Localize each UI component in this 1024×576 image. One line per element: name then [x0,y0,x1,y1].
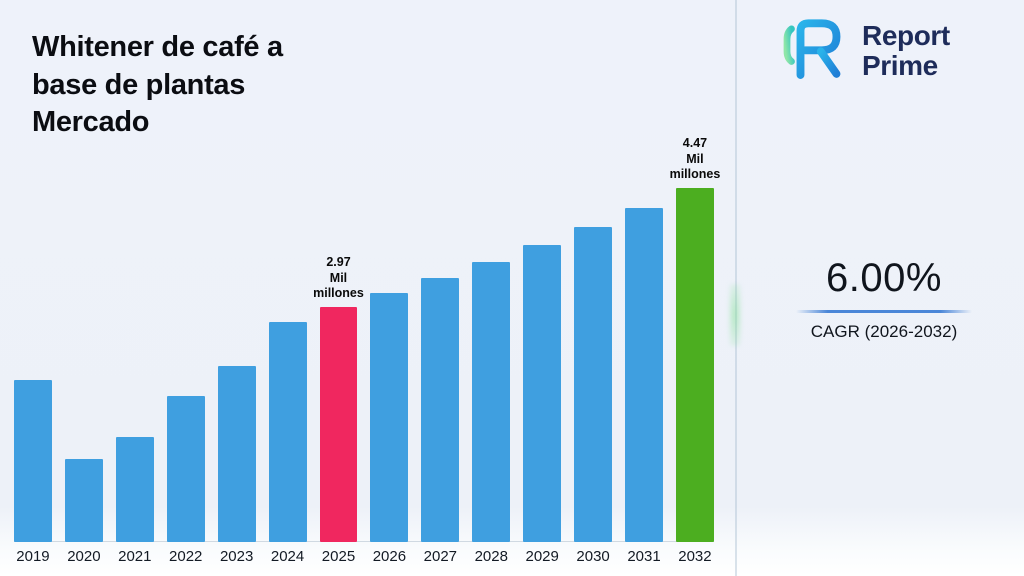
bar-2024 [268,322,307,542]
x-tick-2022: 2022 [169,548,203,565]
report-prime-logo-icon [778,12,850,89]
brand-line-2: Prime [862,49,938,81]
x-tick-2031: 2031 [627,548,661,565]
x-tick-2020: 2020 [67,548,101,565]
bar-2031 [625,208,663,542]
bar-group-2027: 2027 [421,278,460,566]
bar-group-2023: 2023 [217,366,256,566]
bar-group-2024: 2024 [268,322,307,566]
x-tick-2026: 2026 [372,548,407,565]
x-tick-2030: 2030 [576,548,610,565]
x-tick-2032: 2032 [678,548,712,565]
bar-group-2029: 2029 [523,245,562,566]
divider-glow [729,284,741,346]
bar-2030 [574,227,613,542]
bar-2023 [217,366,256,542]
bar-2027 [421,278,460,542]
x-tick-2025: 2025 [321,548,356,565]
bar-2026 [370,293,409,542]
cagr-value: 6.00% [826,256,942,300]
x-tick-2027: 2027 [423,548,458,565]
bar-2028 [472,262,511,542]
bar-group-2026: 2026 [370,293,409,566]
x-tick-2019: 2019 [16,548,50,565]
bar-group-2025: 2.97 Mil millones 2025 [313,255,364,566]
bar-group-2019: 2019 [14,380,52,566]
bar-group-2032: 4.47 Mil millones 2032 [670,136,721,566]
bar-2029 [523,245,562,542]
bar-2025: 2.97 Mil millones [313,255,364,542]
bar-value-label-2025: 2.97 Mil millones [313,255,364,301]
x-tick-2023: 2023 [219,548,254,565]
bar-group-2021: 2021 [115,437,154,566]
bar-2022 [166,396,205,542]
bar-value-label-2032: 4.47 Mil millones [669,136,721,182]
brand-line-1: Report [862,20,950,52]
bar-group-2030: 2030 [574,227,613,566]
x-tick-2024: 2024 [270,548,305,565]
bar-2020 [64,459,103,542]
report-prime-logo: Report Prime [778,12,950,89]
bar-2019 [14,380,52,542]
page-title: Whitener de café a base de plantas Merca… [32,31,283,138]
bar-group-2022: 2022 [166,396,205,566]
x-axis-line [14,541,714,542]
x-tick-2021: 2021 [118,548,152,565]
bar-chart: 2019 2020 2021 2022 2023 2024 2.97 Mil millones 2… [14,136,721,566]
x-tick-2028: 2028 [474,548,508,565]
bar-2032: 4.47 Mil millones [670,136,720,542]
bar-2021 [115,437,154,542]
cagr-label: CAGR (2026-2032) [810,322,958,341]
report-prime-wordmark: Report Prime [862,21,950,79]
bar-group-2031: 2031 [625,208,663,566]
cagr-underline [796,310,972,313]
bar-group-2028: 2028 [472,262,511,566]
cagr-block: 6.00% CAGR (2026-2032) [793,256,975,342]
x-tick-2029: 2029 [525,548,559,565]
bar-group-2020: 2020 [64,459,103,566]
